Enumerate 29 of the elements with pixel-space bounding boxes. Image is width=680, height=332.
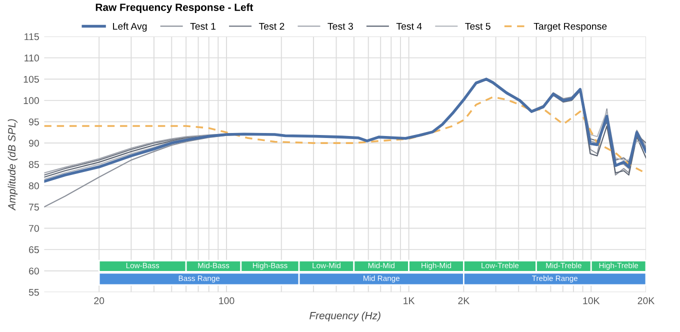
y-tick-label: 110 [24, 54, 39, 62]
legend-label: Test 1 [190, 22, 216, 30]
y-tick-label: 100 [24, 97, 39, 104]
y-tick-label: 85 [28, 161, 39, 168]
legend-label: Test 4 [396, 22, 422, 30]
y-tick-label: 95 [28, 118, 39, 126]
legend-label: Test 2 [258, 22, 284, 30]
x-tick-label: 2K [458, 297, 470, 304]
chart-title: Raw Frequency Response - Left [96, 3, 254, 14]
y-tick-label: 60 [29, 268, 39, 274]
x-tick-label: 20K [638, 297, 655, 304]
y-tick-label: 75 [29, 204, 39, 211]
legend-label: Test 5 [465, 22, 490, 30]
x-tick-label: 100 [219, 297, 234, 304]
y-tick-label: 80 [28, 182, 39, 190]
y-tick-label: 90 [28, 140, 39, 147]
x-tick-label: 1K [404, 297, 415, 304]
y-tick-label: 55 [28, 288, 39, 296]
y-tick-label: 105 [24, 76, 39, 83]
y-tick-label: 70 [29, 224, 39, 232]
x-tick-label: 20 [94, 297, 104, 304]
x-axis-title: Frequency (Hz) [310, 312, 380, 322]
legend-label: Left Avg [113, 22, 147, 32]
legend-label: Test 3 [328, 22, 353, 30]
y-tick-label: 65 [29, 246, 39, 254]
y-tick-label: 115 [24, 33, 39, 40]
legend-label: Target Response [534, 22, 607, 32]
y-axis-title: Amplitude (dB SPL) [8, 119, 18, 211]
x-tick-label: 10K [583, 297, 600, 304]
